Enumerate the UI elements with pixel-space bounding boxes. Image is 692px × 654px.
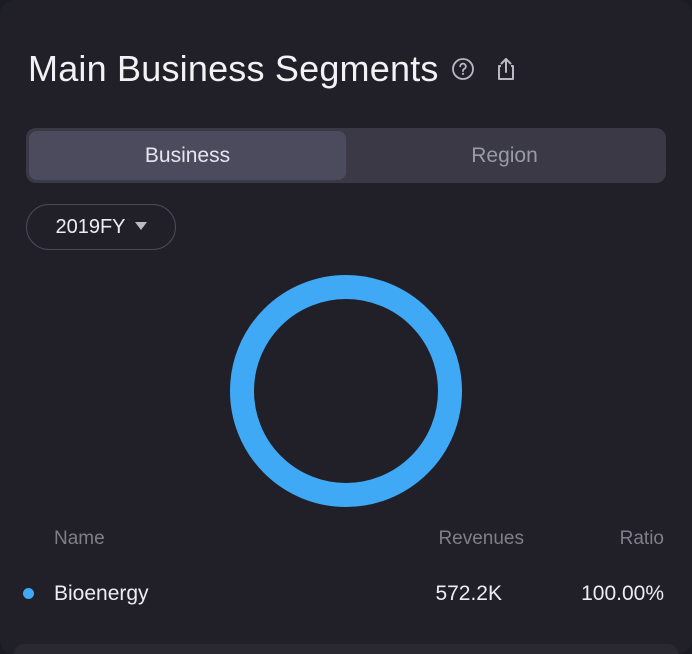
legend-dot [23,588,34,599]
share-icon[interactable] [493,56,519,82]
caret-down-icon [134,222,147,230]
segment-name: Bioenergy [54,582,149,605]
column-header-revenues: Revenues [438,528,524,549]
page-title: Main Business Segments [28,48,439,89]
period-dropdown-value: 2019FY [55,215,126,238]
question-circle-icon[interactable] [451,57,475,81]
segment-tab-control: Business Region [26,128,666,183]
period-dropdown[interactable]: 2019FY [26,204,176,250]
table-header: Name Revenues Ratio [0,528,692,554]
header: Main Business Segments [28,44,519,94]
donut-slice-bioenergy[interactable] [230,275,462,507]
table-row[interactable]: Bioenergy 572.2K 100.00% [0,580,692,610]
column-header-name: Name [54,528,105,549]
next-card-edge [14,644,678,654]
donut-chart [230,275,462,507]
column-header-ratio: Ratio [619,528,664,549]
segment-revenues: 572.2K [435,582,502,605]
tab-region[interactable]: Region [471,143,538,167]
tab-business[interactable]: Business [29,131,346,180]
segment-ratio: 100.00% [581,582,664,605]
